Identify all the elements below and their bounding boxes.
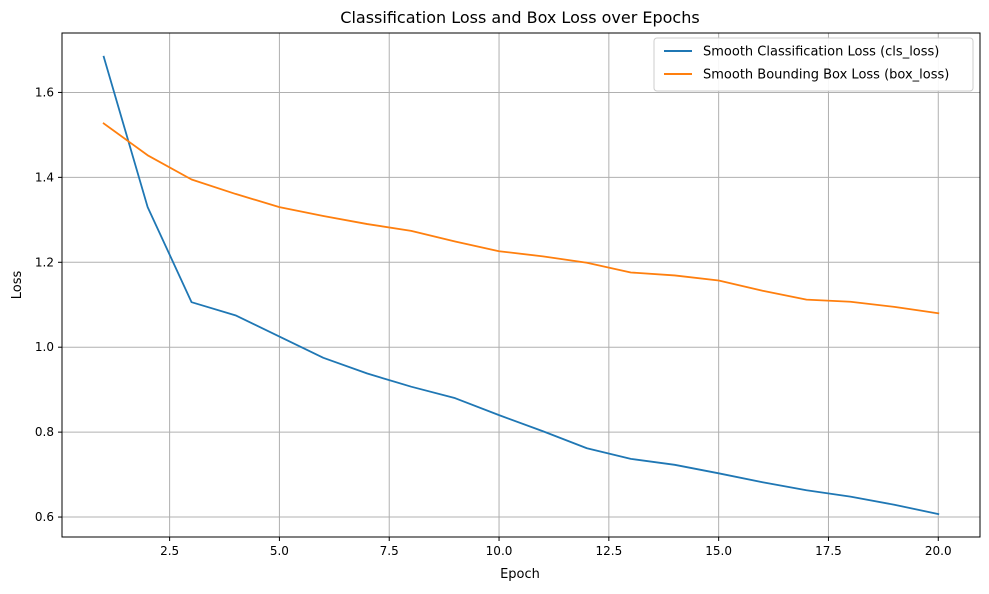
y-axis-label: Loss — [10, 271, 25, 300]
x-tick-label: 5.0 — [270, 544, 289, 558]
x-tick-label: 17.5 — [815, 544, 842, 558]
y-tick-label: 0.8 — [35, 425, 54, 439]
legend-label-cls-loss: Smooth Classification Loss (cls_loss) — [703, 45, 939, 60]
legend-label-box-loss: Smooth Bounding Box Loss (box_loss) — [703, 68, 949, 83]
series-line-cls-loss — [102, 55, 940, 516]
y-tick-label: 1.0 — [35, 340, 54, 354]
x-tick-label: 7.5 — [380, 544, 399, 558]
y-tick-label: 1.2 — [35, 255, 54, 269]
x-tick-label: 2.5 — [160, 544, 179, 558]
x-tick-label: 15.0 — [705, 544, 732, 558]
x-tick-label: 10.0 — [486, 544, 513, 558]
y-tick-label: 0.6 — [35, 510, 54, 524]
y-tick-label: 1.4 — [35, 170, 54, 184]
x-axis-ticks: 2.5 5.0 7.5 10.0 12.5 15.0 17.5 20.0 — [160, 537, 952, 558]
y-axis-ticks: 0.6 0.8 1.0 1.2 1.4 1.6 — [35, 85, 62, 524]
plot-frame — [61, 32, 981, 538]
legend: Smooth Classification Loss (cls_loss) Sm… — [653, 37, 974, 92]
series-lines — [102, 55, 940, 516]
series-line-box-loss — [102, 122, 940, 315]
x-tick-label: 20.0 — [925, 544, 952, 558]
x-tick-label: 12.5 — [595, 544, 622, 558]
chart-title: Classification Loss and Box Loss over Ep… — [340, 8, 699, 27]
y-tick-label: 1.6 — [35, 85, 54, 99]
grid — [62, 33, 980, 537]
x-axis-label: Epoch — [500, 567, 540, 582]
legend-box — [653, 37, 974, 92]
